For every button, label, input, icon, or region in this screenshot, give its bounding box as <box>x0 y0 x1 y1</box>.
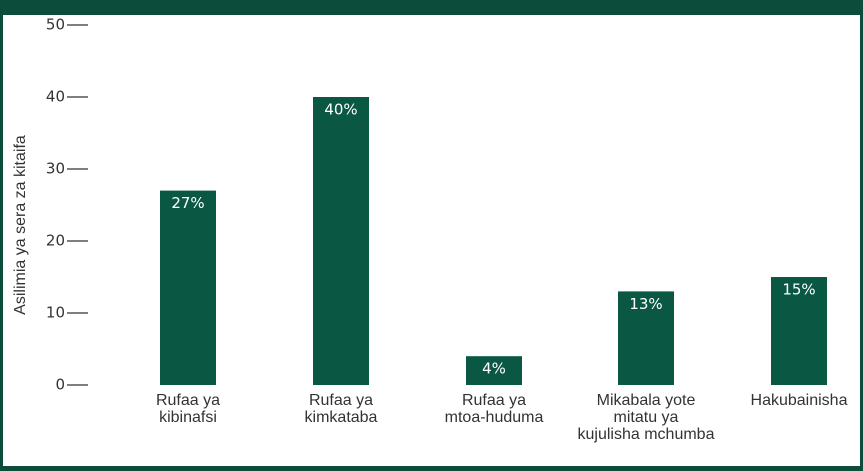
value-label: 27% <box>171 194 204 212</box>
bar <box>466 356 522 385</box>
chart: Asilimia ya sera za kitaifa 0 10 20 30 40 50 2… <box>12 16 827 394</box>
y-tick-label: 50 <box>46 16 65 34</box>
bar <box>618 291 674 385</box>
y-tick-label: 40 <box>46 88 65 106</box>
x-tick-label: Rufaa ya mtoa-huduma <box>444 392 544 426</box>
value-label: 15% <box>782 281 815 299</box>
x-tick-label: Mikabala yote mitatu ya kujulisha mchumb… <box>577 392 715 443</box>
x-tick-label: Hakubainisha <box>750 392 848 409</box>
x-tick-label: Rufaa ya kibinafsi <box>155 392 221 426</box>
value-label: 13% <box>629 295 662 313</box>
x-tick-label: Rufaa ya kimkataba <box>304 392 378 426</box>
y-tick-label: 10 <box>46 304 65 322</box>
bar <box>771 277 827 385</box>
y-tick-label: 0 <box>55 376 65 394</box>
y-tick-label: 30 <box>46 160 65 178</box>
y-tick-label: 20 <box>46 232 65 250</box>
bar <box>160 190 216 385</box>
bar <box>313 97 369 385</box>
value-label: 4% <box>482 360 506 378</box>
y-axis-label: Asilimia ya sera za kitaifa <box>12 135 29 315</box>
value-label: 40% <box>324 101 357 119</box>
plot-panel: Asilimia ya sera za kitaifa 0 10 20 30 40 50 2… <box>3 15 860 466</box>
